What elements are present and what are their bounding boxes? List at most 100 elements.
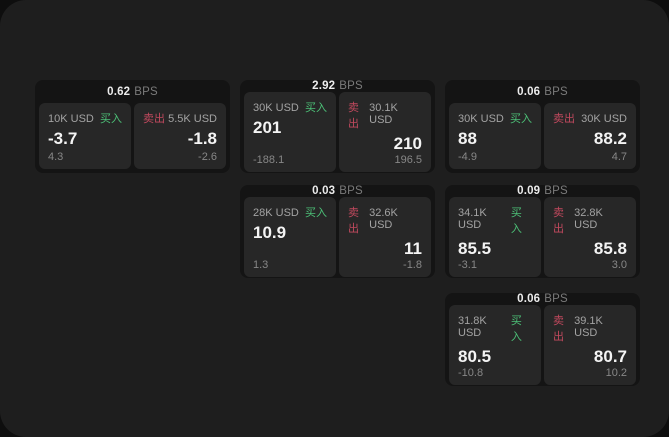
sell-price-value: 80.7 xyxy=(593,347,627,366)
buy-panel[interactable]: 31.8K USD 买入 80.5 -10.8 xyxy=(449,305,541,385)
bps-unit-label: BPS xyxy=(544,185,568,197)
quote-card: 0.09 BPS 34.1K USD 买入 85.5 -3.1 卖出 32.8K… xyxy=(445,185,640,278)
sell-side-label: 卖出 xyxy=(348,102,359,130)
sell-change-value: 4.7 xyxy=(611,151,627,163)
sell-panel[interactable]: 卖出 5.5K USD -1.8 -2.6 xyxy=(134,103,226,169)
buy-label-row: 30K USD 买入 xyxy=(253,99,327,115)
bps-value: 0.06 xyxy=(517,85,541,98)
buy-amount-label: 28K USD xyxy=(253,207,299,219)
bps-unit-label: BPS xyxy=(134,85,158,98)
bps-value: 0.03 xyxy=(312,185,336,197)
buy-sell-row: 30K USD 买入 88 -4.9 卖出 30K USD 88.2 4.7 xyxy=(445,103,640,173)
buy-side-label: 买入 xyxy=(100,113,122,125)
bps-unit-label: BPS xyxy=(339,185,363,197)
bps-value: 0.62 xyxy=(107,85,131,98)
buy-side-label: 买入 xyxy=(510,113,532,125)
sell-change-value: -1.8 xyxy=(403,259,422,271)
sell-label-row: 卖出 39.1K USD xyxy=(553,312,627,344)
buy-side-label: 买入 xyxy=(305,207,327,219)
quote-card: 0.06 BPS 30K USD 买入 88 -4.9 卖出 30K USD 8… xyxy=(445,80,640,173)
buy-panel[interactable]: 30K USD 买入 88 -4.9 xyxy=(449,103,541,169)
sell-amount-label: 32.8K USD xyxy=(574,207,603,231)
buy-change-value: -10.8 xyxy=(458,367,484,379)
buy-change-value: 1.3 xyxy=(253,259,269,271)
buy-label-row: 31.8K USD 买入 xyxy=(458,312,532,344)
buy-panel[interactable]: 28K USD 买入 10.9 1.3 xyxy=(244,197,336,277)
sell-side-label: 卖出 xyxy=(143,113,165,125)
buy-sell-row: 34.1K USD 买入 85.5 -3.1 卖出 32.8K USD 85.8… xyxy=(445,197,640,281)
sell-panel[interactable]: 卖出 32.8K USD 85.8 3.0 xyxy=(544,197,636,277)
buy-price-value: -3.7 xyxy=(48,129,78,148)
sell-price-value: 210 xyxy=(393,134,422,153)
quote-card: 0.06 BPS 31.8K USD 买入 80.5 -10.8 卖出 39.1… xyxy=(445,293,640,386)
buy-price-value: 201 xyxy=(253,118,282,137)
sell-panel[interactable]: 卖出 30.1K USD 210 196.5 xyxy=(339,92,431,172)
buy-price-value: 88 xyxy=(458,129,477,148)
bps-value: 0.06 xyxy=(517,293,541,305)
buy-label-row: 28K USD 买入 xyxy=(253,204,327,220)
buy-amount-label: 31.8K USD xyxy=(458,315,487,339)
buy-label-row: 34.1K USD 买入 xyxy=(458,204,532,236)
bps-header: 0.62 BPS xyxy=(35,80,230,103)
sell-label-row: 卖出 32.8K USD xyxy=(553,204,627,236)
bps-value: 2.92 xyxy=(312,80,336,92)
buy-amount-label: 30K USD xyxy=(253,102,299,114)
sell-change-value: -2.6 xyxy=(198,151,217,163)
sell-amount-label: 30K USD xyxy=(581,113,627,125)
sell-panel[interactable]: 卖出 32.6K USD 11 -1.8 xyxy=(339,197,431,277)
buy-change-value: -4.9 xyxy=(458,151,477,163)
sell-amount-label: 32.6K USD xyxy=(369,207,398,231)
buy-amount-label: 30K USD xyxy=(458,113,504,125)
buy-amount-label: 34.1K USD xyxy=(458,207,487,231)
buy-price-value: 85.5 xyxy=(458,239,492,258)
sell-label-row: 卖出 30K USD xyxy=(553,110,627,126)
buy-panel[interactable]: 10K USD 买入 -3.7 4.3 xyxy=(39,103,131,169)
sell-price-value: 11 xyxy=(404,239,422,258)
sell-price-value: 85.8 xyxy=(593,239,627,258)
buy-label-row: 10K USD 买入 xyxy=(48,110,122,126)
buy-change-value: -3.1 xyxy=(458,259,477,271)
quote-card: 0.03 BPS 28K USD 买入 10.9 1.3 卖出 32.6K US… xyxy=(240,185,435,278)
quote-card: 2.92 BPS 30K USD 买入 201 -188.1 卖出 30.1K … xyxy=(240,80,435,173)
buy-change-value: -188.1 xyxy=(253,154,285,166)
bps-header: 0.09 BPS xyxy=(445,185,640,197)
buy-side-label: 买入 xyxy=(510,315,522,343)
bps-header: 0.03 BPS xyxy=(240,185,435,197)
buy-change-value: 4.3 xyxy=(48,151,64,163)
buy-price-value: 80.5 xyxy=(458,347,492,366)
buy-label-row: 30K USD 买入 xyxy=(458,110,532,126)
sell-amount-label: 30.1K USD xyxy=(369,102,398,126)
bps-header: 0.06 BPS xyxy=(445,80,640,103)
sell-panel[interactable]: 卖出 39.1K USD 80.7 10.2 xyxy=(544,305,636,385)
sell-amount-label: 5.5K USD xyxy=(168,113,217,125)
bps-value: 0.09 xyxy=(517,185,541,197)
buy-amount-label: 10K USD xyxy=(48,113,94,125)
sell-price-value: 88.2 xyxy=(593,129,627,148)
sell-side-label: 卖出 xyxy=(348,207,359,235)
bps-header: 0.06 BPS xyxy=(445,293,640,305)
bps-unit-label: BPS xyxy=(339,80,363,92)
buy-sell-row: 10K USD 买入 -3.7 4.3 卖出 5.5K USD -1.8 -2.… xyxy=(35,103,230,173)
buy-sell-row: 30K USD 买入 201 -188.1 卖出 30.1K USD 210 1… xyxy=(240,92,435,176)
bps-header: 2.92 BPS xyxy=(240,80,435,92)
sell-change-value: 196.5 xyxy=(394,154,422,166)
buy-panel[interactable]: 30K USD 买入 201 -188.1 xyxy=(244,92,336,172)
sell-change-value: 3.0 xyxy=(611,259,627,271)
sell-label-row: 卖出 32.6K USD xyxy=(348,204,422,236)
quote-card: 0.62 BPS 10K USD 买入 -3.7 4.3 卖出 5.5K USD… xyxy=(35,80,230,173)
sell-side-label: 卖出 xyxy=(553,113,575,125)
sell-price-value: -1.8 xyxy=(187,129,217,148)
buy-sell-row: 28K USD 买入 10.9 1.3 卖出 32.6K USD 11 -1.8 xyxy=(240,197,435,281)
buy-side-label: 买入 xyxy=(510,207,522,235)
sell-amount-label: 39.1K USD xyxy=(574,315,603,339)
sell-side-label: 卖出 xyxy=(553,207,564,235)
sell-panel[interactable]: 卖出 30K USD 88.2 4.7 xyxy=(544,103,636,169)
buy-price-value: 10.9 xyxy=(253,223,287,242)
sell-change-value: 10.2 xyxy=(605,367,627,379)
bps-unit-label: BPS xyxy=(544,293,568,305)
sell-label-row: 卖出 5.5K USD xyxy=(143,110,217,126)
buy-panel[interactable]: 34.1K USD 买入 85.5 -3.1 xyxy=(449,197,541,277)
buy-sell-row: 31.8K USD 买入 80.5 -10.8 卖出 39.1K USD 80.… xyxy=(445,305,640,389)
